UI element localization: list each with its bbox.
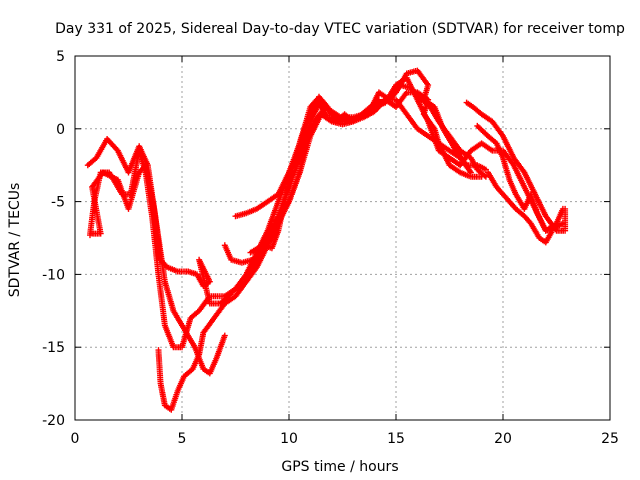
series-trace-5 xyxy=(221,82,489,266)
data-marks xyxy=(221,82,489,266)
data-marks xyxy=(247,93,382,256)
y-tick-label: 5 xyxy=(56,49,65,65)
x-axis-label: GPS time / hours xyxy=(281,459,398,475)
y-tick-label: -10 xyxy=(42,267,65,283)
data-marks xyxy=(485,169,556,246)
y-tick-label: -5 xyxy=(51,195,65,211)
axis-ticks: 0 5 10 15 20 25 -20 -15 -10 -5 0 5 xyxy=(42,49,619,447)
x-tick-label: 5 xyxy=(178,431,187,447)
series-trace-7 xyxy=(247,93,382,256)
x-tick-label: 20 xyxy=(494,431,512,447)
series-trace-9 xyxy=(474,122,566,234)
series-trace-8 xyxy=(463,99,569,234)
plot-frame xyxy=(74,55,611,421)
y-axis-label: SDTVAR / TECUs xyxy=(7,183,23,298)
chart-title: Day 331 of 2025, Sidereal Day-to-day VTE… xyxy=(55,21,625,37)
x-tick-label: 0 xyxy=(71,431,80,447)
y-tick-label: 0 xyxy=(56,122,65,138)
y-tick-label: -15 xyxy=(42,340,65,356)
data-marks xyxy=(463,99,569,234)
x-tick-label: 15 xyxy=(387,431,405,447)
series-trace-10 xyxy=(485,169,556,246)
data-marks xyxy=(155,89,485,413)
x-tick-label: 25 xyxy=(601,431,619,447)
y-tick-label: -20 xyxy=(42,413,65,429)
data-marks xyxy=(474,122,566,234)
x-tick-label: 10 xyxy=(280,431,298,447)
series-trace-4 xyxy=(155,89,485,413)
data-layer xyxy=(84,67,569,413)
